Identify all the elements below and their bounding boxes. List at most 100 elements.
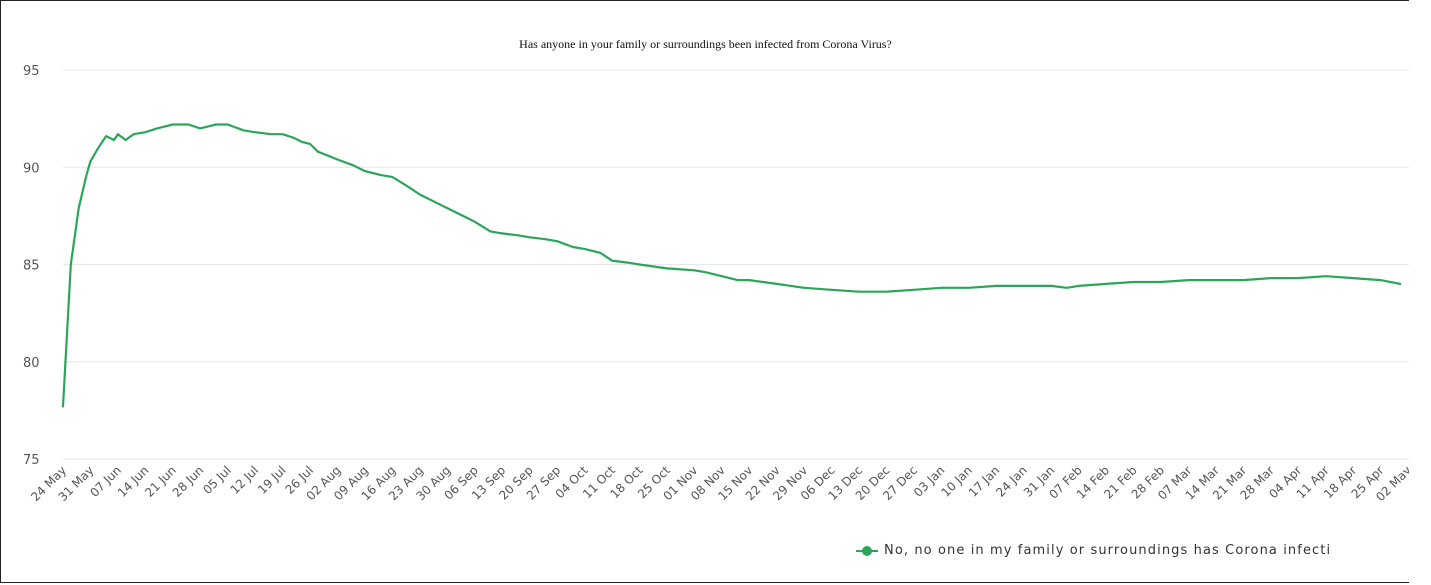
data-point[interactable] [1323,273,1329,279]
y-tick-label: 90 [23,161,40,176]
data-point[interactable] [444,205,450,211]
legend-marker-icon [856,545,878,557]
x-tick-label: 05 Jul [200,463,234,497]
y-tick-label: 85 [23,259,40,274]
y-tick-label: 80 [23,356,40,371]
data-point[interactable] [703,269,709,275]
data-point[interactable] [460,213,466,219]
data-point[interactable] [307,141,313,147]
data-point[interactable] [170,122,176,128]
legend-label: No, no one in my family or surroundings … [884,543,1332,558]
data-point[interactable] [405,184,411,190]
data-point[interactable] [433,199,439,205]
data-point[interactable] [252,129,258,135]
data-point[interactable] [938,285,944,291]
data-point[interactable] [570,244,576,250]
data-point[interactable] [554,238,560,244]
series-line-0[interactable] [61,123,1402,408]
data-point[interactable] [472,219,478,225]
data-point[interactable] [1268,275,1274,281]
data-point[interactable] [84,172,90,178]
data-point[interactable] [1158,279,1164,285]
data-point[interactable] [1397,281,1403,287]
data-point[interactable] [362,168,368,174]
data-point[interactable] [417,192,423,198]
data-point[interactable] [378,172,384,178]
data-point[interactable] [291,135,297,141]
gridlines [63,69,1409,460]
data-point[interactable] [350,162,356,168]
data-point[interactable] [527,234,533,240]
data-point[interactable] [225,122,231,128]
data-point[interactable] [1350,275,1356,281]
data-point[interactable] [856,289,862,295]
data-point[interactable] [1295,275,1301,281]
data-point[interactable] [1103,281,1109,287]
data-point[interactable] [884,289,890,295]
data-point[interactable] [1131,279,1137,285]
data-point[interactable] [487,228,493,234]
data-point[interactable] [609,258,615,264]
data-point[interactable] [582,246,588,252]
data-point[interactable] [389,174,395,180]
series-lines [60,122,1403,410]
data-point[interactable] [829,287,835,293]
y-axis: 75 80 85 90 95 [23,64,40,468]
data-point[interactable] [801,285,807,291]
data-point[interactable] [142,129,148,135]
data-point[interactable] [1378,277,1384,283]
data-point[interactable] [1185,277,1191,283]
data-point[interactable] [542,236,548,242]
data-point[interactable] [774,281,780,287]
data-point[interactable] [123,137,129,143]
data-point[interactable] [664,265,670,271]
data-point[interactable] [111,137,117,143]
y-tick-label: 75 [23,453,40,468]
data-point[interactable] [636,262,642,268]
data-point[interactable] [911,287,917,293]
data-point[interactable] [268,131,274,137]
data-point[interactable] [240,127,246,133]
data-point[interactable] [1021,283,1027,289]
chart-title: Has anyone in your family or surrounding… [519,37,892,51]
data-point[interactable] [515,232,521,238]
data-point[interactable] [197,125,203,131]
data-point[interactable] [315,149,321,155]
data-point[interactable] [335,157,341,163]
data-point[interactable] [95,145,101,151]
data-point[interactable] [993,283,999,289]
legend-item[interactable]: No, no one in my family or surroundings … [856,543,1331,558]
data-point[interactable] [131,131,137,137]
data-point[interactable] [103,133,109,139]
data-point[interactable] [1048,283,1054,289]
data-point[interactable] [1064,285,1070,291]
x-tick-label: 28 Jun [170,463,207,500]
data-point[interactable] [691,267,697,273]
data-point[interactable] [68,262,74,268]
data-point[interactable] [719,273,725,279]
x-tick-label: 19 Jul [255,463,289,497]
data-point[interactable] [87,158,93,164]
x-tick-label: 12 Jul [228,463,262,497]
data-point[interactable] [76,205,82,211]
data-point[interactable] [597,250,603,256]
data-point[interactable] [154,125,160,131]
data-point[interactable] [186,122,192,128]
data-point[interactable] [280,131,286,137]
y-tick-label: 95 [23,64,40,79]
data-point[interactable] [1076,283,1082,289]
data-point[interactable] [735,277,741,283]
data-point[interactable] [499,230,505,236]
data-point[interactable] [60,404,66,410]
data-point[interactable] [966,285,972,291]
data-point[interactable] [1213,277,1219,283]
data-point[interactable] [625,260,631,266]
data-point[interactable] [115,131,121,137]
data-point[interactable] [1240,277,1246,283]
data-point[interactable] [213,122,219,128]
data-point[interactable] [746,277,752,283]
data-point[interactable] [299,139,305,145]
